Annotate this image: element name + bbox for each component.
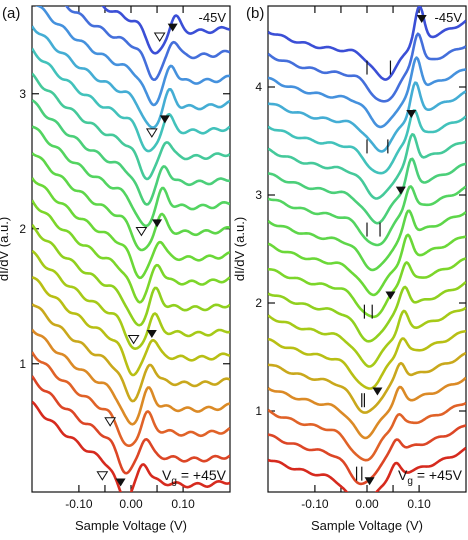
y-tick-label: 2 (255, 296, 262, 310)
series-line (268, 329, 466, 390)
series-line (268, 157, 466, 225)
series-line (268, 185, 466, 247)
series-line (32, 275, 230, 377)
series-line (268, 376, 466, 440)
filled-triangle-marker (385, 291, 396, 300)
panel-label: (b) (246, 5, 264, 22)
y-tick-label: 4 (255, 80, 262, 94)
series-line (32, 223, 230, 327)
x-tick-label: 0.10 (407, 497, 431, 511)
open-triangle-marker (96, 471, 109, 481)
series-line (35, 6, 230, 107)
series-line (268, 351, 466, 414)
series-line (268, 81, 466, 153)
top-gate-annotation: -45V (199, 10, 227, 25)
series-line (268, 401, 466, 462)
series-line (32, 328, 230, 426)
y-tick-label: 3 (19, 87, 26, 101)
x-tick-label: -0.10 (301, 497, 329, 511)
filled-triangle-marker (152, 219, 163, 228)
series-line (32, 249, 230, 350)
x-tick-label: 0.10 (171, 497, 195, 511)
series-line (32, 303, 230, 403)
filled-triangle-marker (406, 110, 417, 118)
y-tick-label: 1 (19, 357, 26, 371)
curves (32, 6, 230, 492)
series-line (268, 32, 466, 103)
bottom-gate-annotation: Vg = +45V (398, 467, 463, 487)
series-line (32, 72, 230, 181)
x-tick-label: 0.00 (355, 497, 379, 511)
series-line (32, 351, 230, 447)
series-line (32, 99, 230, 206)
filled-triangle-marker (416, 14, 427, 23)
y-tick-label: 1 (255, 404, 262, 418)
bottom-gate-annotation: Vg = +45V (162, 467, 227, 487)
open-triangle-marker (135, 226, 148, 237)
y-axis-label: dI/dV (a.u.) (0, 217, 11, 281)
filled-triangle-marker (146, 330, 157, 339)
x-tick-label: 0.00 (119, 497, 143, 511)
series-line (32, 25, 230, 129)
series-line (268, 257, 466, 319)
series-line (268, 280, 466, 343)
curves (268, 6, 466, 492)
filled-triangle-marker (364, 477, 375, 486)
open-triangle-marker (127, 334, 140, 345)
series-line (268, 133, 466, 200)
panel-label: (a) (2, 5, 20, 22)
series-line (268, 56, 466, 129)
series-line (32, 400, 230, 492)
series-line (101, 6, 230, 55)
series-line (268, 424, 466, 486)
x-axis-label: Sample Voltage (V) (75, 518, 187, 533)
panel-b: -0.10 0.00 0.10 1 2 3 4 (b) Sample Voltage (V) dI… (232, 5, 467, 533)
y-axis-label: dI/dV (a.u.) (232, 217, 247, 281)
open-triangle-marker (104, 417, 117, 427)
series-line (268, 306, 466, 368)
series-line (32, 152, 230, 252)
x-axis-label: Sample Voltage (V) (311, 518, 423, 533)
x-tick-label: -0.10 (65, 497, 93, 511)
series-line (268, 446, 466, 492)
filled-triangle-marker (395, 186, 406, 195)
series-line (32, 125, 230, 228)
series-line (32, 375, 230, 475)
series-line (32, 199, 230, 304)
y-tick-label: 3 (255, 188, 262, 202)
series-line (64, 6, 230, 81)
top-gate-annotation: -45V (435, 10, 463, 25)
panel-a: -0.10 0.00 0.10 1 2 3 (a) Sample Voltage (V) dI/… (0, 5, 231, 533)
series-line (32, 47, 230, 153)
series-line (268, 209, 466, 272)
series-line (32, 177, 230, 280)
series-line (268, 233, 466, 297)
y-tick-label: 2 (19, 222, 26, 236)
open-triangle-marker (145, 128, 158, 138)
filled-triangle-marker (372, 387, 383, 396)
open-triangle-marker (153, 32, 166, 42)
filled-triangle-marker (159, 115, 170, 124)
filled-triangle-marker (167, 23, 178, 32)
series-line (268, 109, 466, 175)
filled-triangle-marker (115, 478, 126, 487)
